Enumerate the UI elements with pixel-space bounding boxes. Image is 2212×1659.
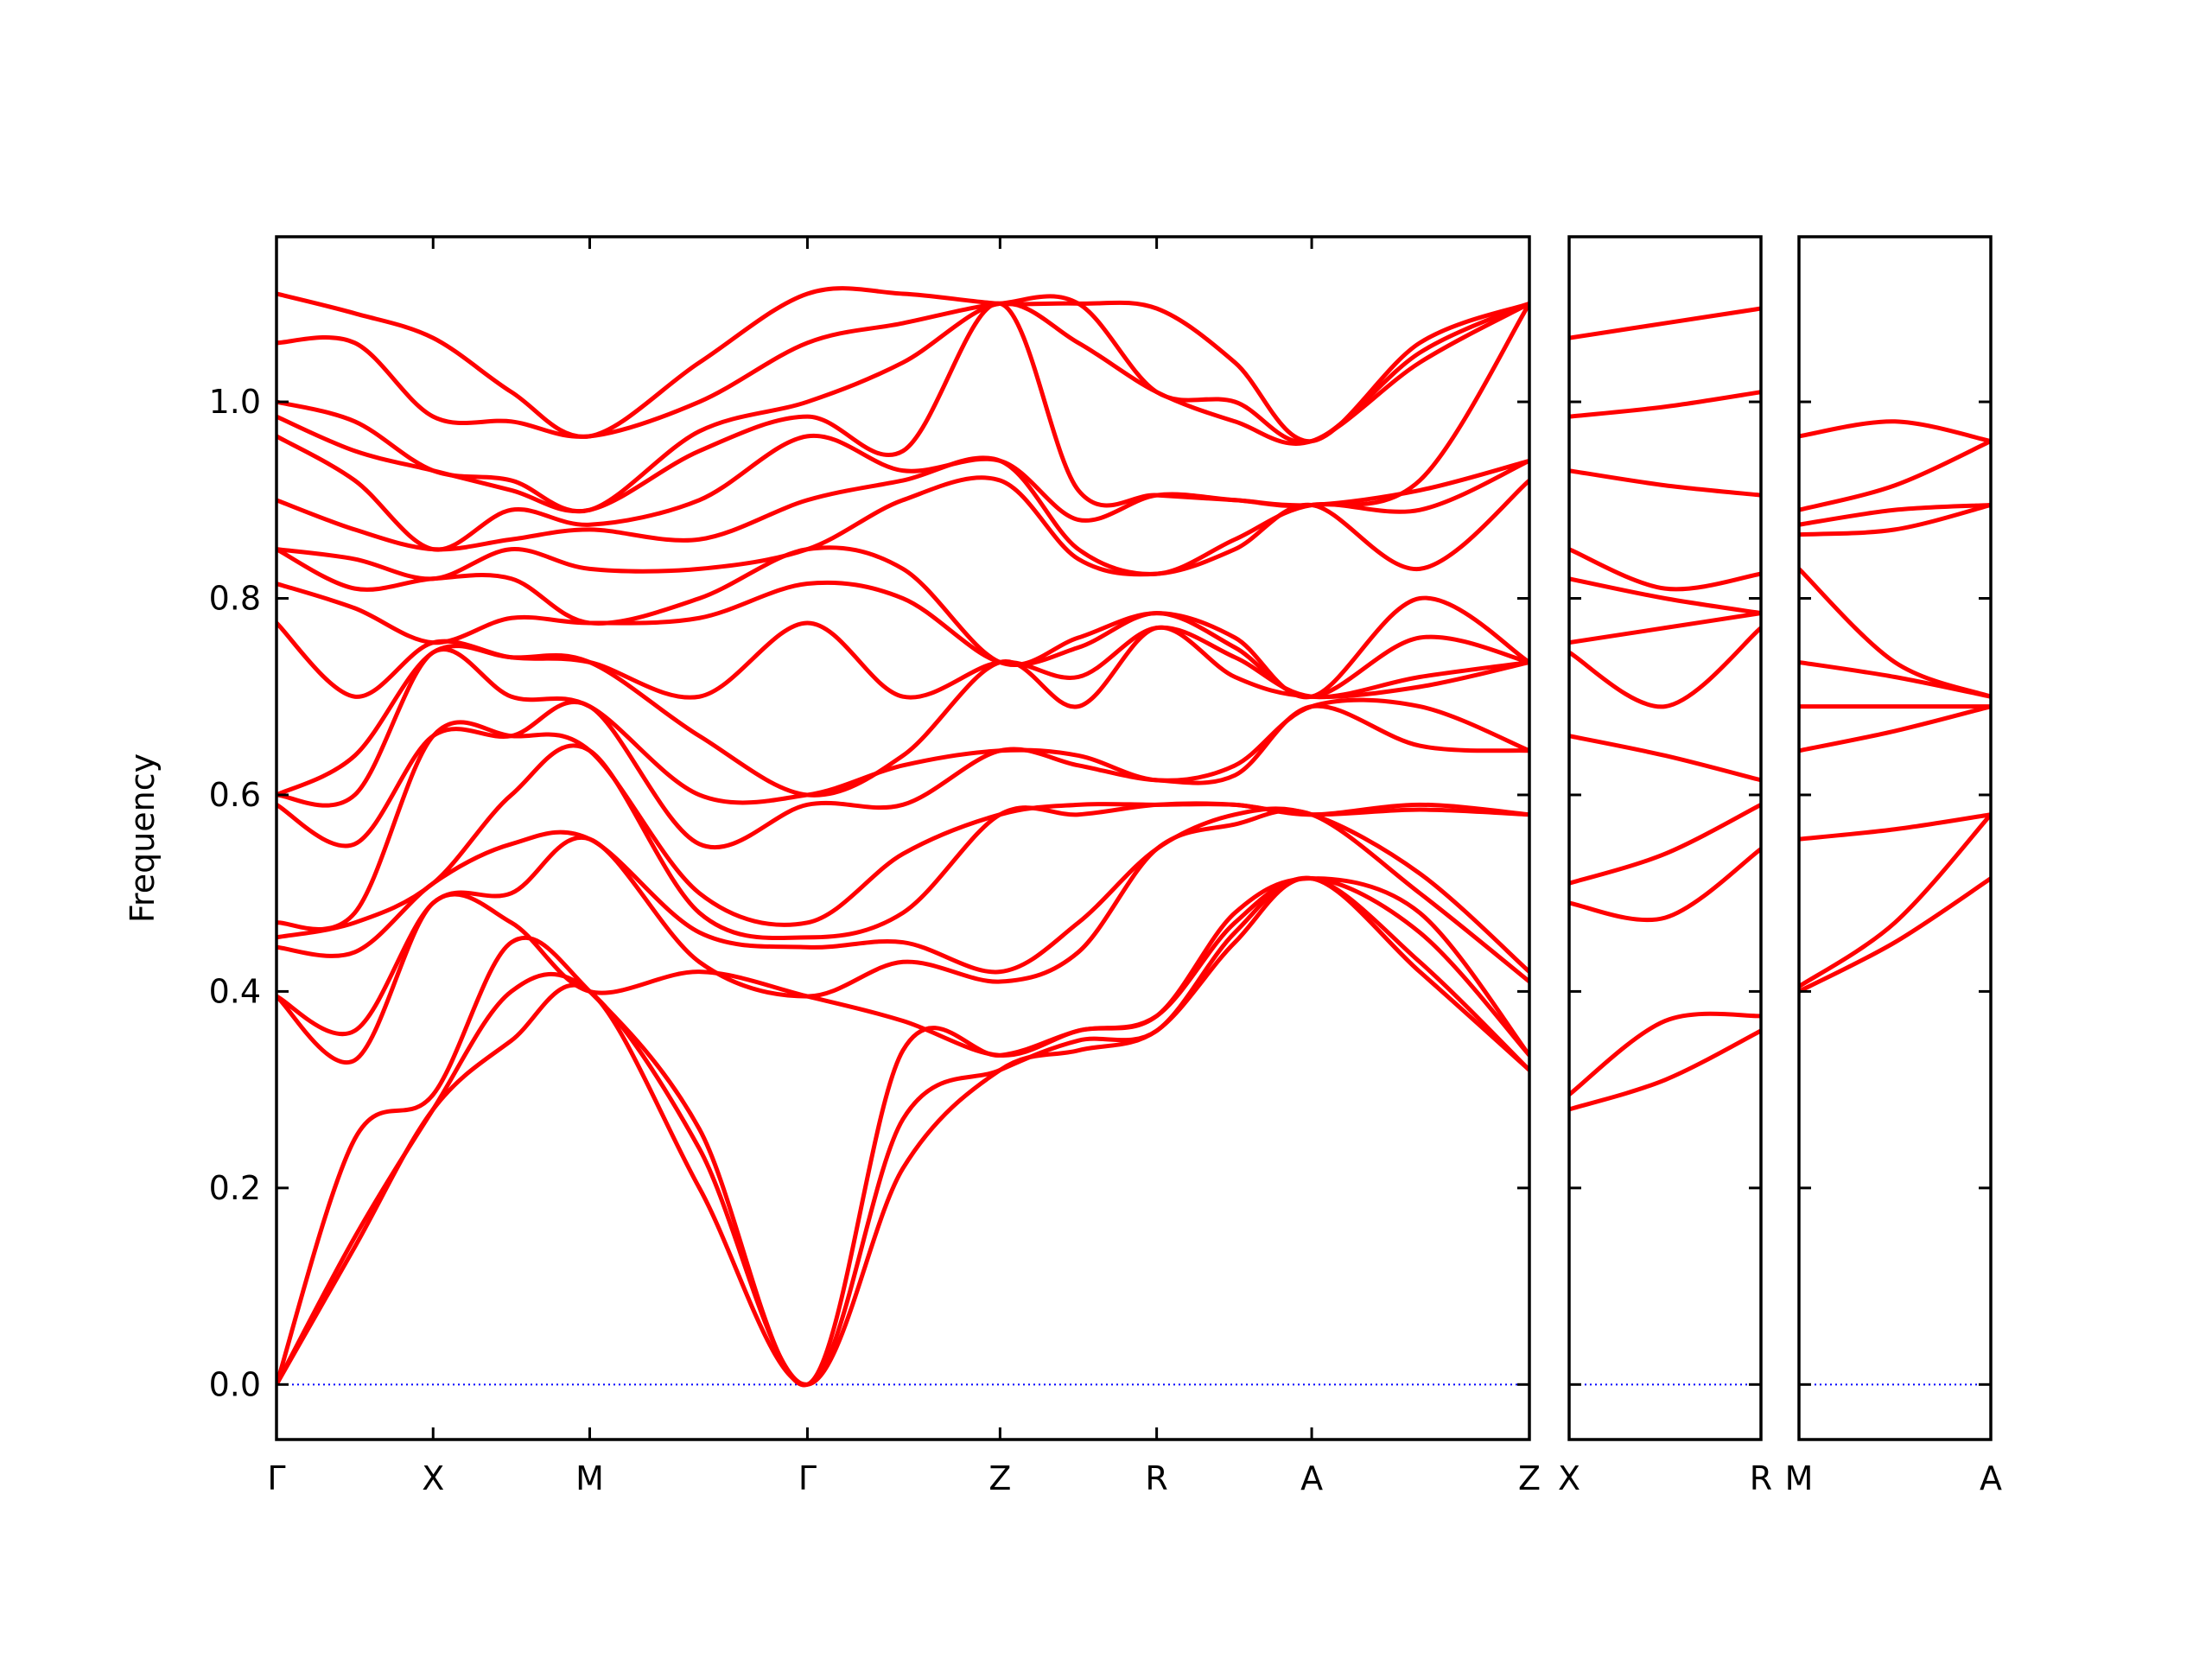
axes-frame: [275, 235, 1531, 1441]
band-line: [1569, 468, 1761, 498]
band-line: [1569, 847, 1761, 923]
axes-frame: [1567, 235, 1763, 1441]
band-line: [276, 455, 1529, 576]
x-tick-label: R: [1750, 1459, 1772, 1497]
band-line: [1799, 439, 1991, 512]
plot-area: [1569, 306, 1761, 1386]
x-tick-label: A: [1300, 1459, 1323, 1497]
band-line: [1799, 812, 1991, 842]
x-tick-label: A: [1980, 1459, 2002, 1497]
band-line: [1569, 547, 1761, 592]
x-tick-label: X: [422, 1459, 444, 1497]
axes-frame: [1797, 235, 1993, 1441]
y-tick-label: 0.0: [209, 1365, 261, 1403]
x-tick-label: X: [1558, 1459, 1580, 1497]
band-line: [1799, 419, 1991, 443]
band-line: [1799, 704, 1991, 753]
band-line: [276, 625, 1529, 798]
x-tick-label: M: [575, 1459, 604, 1497]
band-line: [1569, 1028, 1761, 1112]
band-line: [1569, 803, 1761, 886]
band-line: [1799, 567, 1991, 699]
band-line: [276, 301, 1529, 514]
x-tick-label: Γ: [798, 1459, 817, 1497]
band-line: [1799, 813, 1991, 988]
band-line: [276, 286, 1529, 444]
y-tick-label: 0.8: [209, 580, 261, 618]
y-axis-label: Frequency: [124, 753, 162, 923]
band-line: [276, 545, 1529, 700]
band-line: [1569, 306, 1761, 340]
band-line: [1799, 876, 1991, 994]
y-tick-label: 0.6: [209, 776, 261, 814]
band-line: [1569, 576, 1761, 616]
y-tick-label: 1.0: [209, 383, 261, 421]
band-line: [1799, 503, 1991, 537]
band-line: [1569, 626, 1761, 709]
x-tick-label: Z: [1518, 1459, 1541, 1497]
x-tick-label: Z: [988, 1459, 1011, 1497]
plot-area: [1799, 419, 1991, 1386]
band-line: [276, 876, 1529, 1388]
band-line: [1799, 502, 1991, 527]
band-line: [1569, 734, 1761, 783]
band-line: [1569, 390, 1761, 419]
y-tick-label: 0.2: [209, 1169, 261, 1207]
band-line: [1569, 1011, 1761, 1096]
plot-area: [276, 286, 1529, 1388]
x-tick-label: Γ: [267, 1459, 285, 1497]
x-tick-label: M: [1785, 1459, 1814, 1497]
band-line: [1569, 611, 1761, 645]
x-tick-label: R: [1145, 1459, 1167, 1497]
y-tick-label: 0.4: [209, 972, 261, 1010]
